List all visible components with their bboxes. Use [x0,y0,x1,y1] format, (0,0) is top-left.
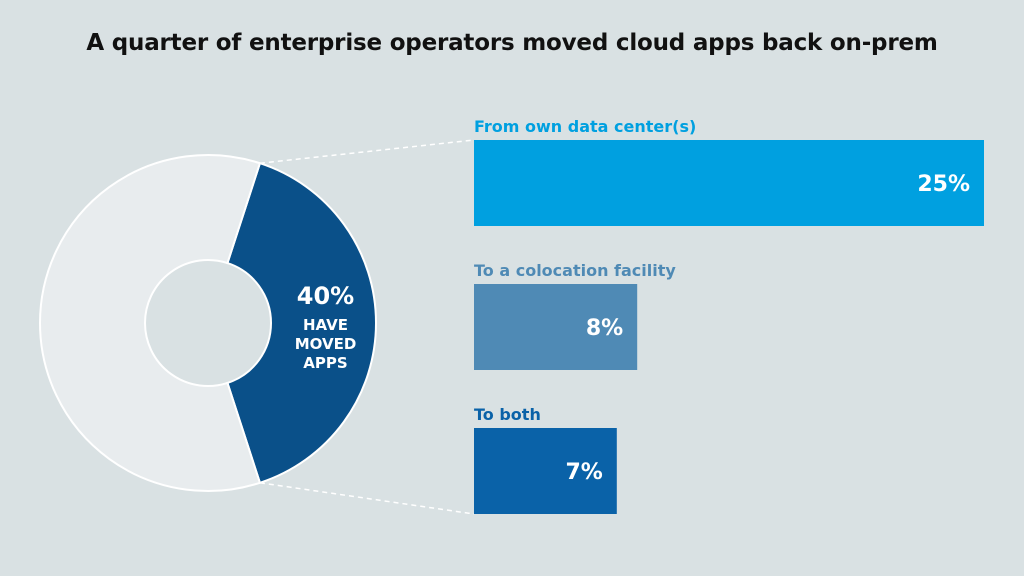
connector-line-bottom [259,482,475,515]
page-title: A quarter of enterprise operators moved … [86,30,938,56]
donut-chart [39,154,377,492]
bar [474,284,638,370]
bar-category-label: From own data center(s) [474,117,696,136]
bar-category-label: To both [474,405,541,424]
donut-caption-line: MOVED [295,335,357,353]
connector-lines [259,139,475,515]
bar-value-label: 25% [917,172,970,197]
bar [474,428,617,514]
donut-percent-label: 40% [297,282,354,310]
bar-category-label: To a colocation facility [474,261,676,280]
bar [474,140,984,226]
connector-line-top [259,139,475,164]
bar-value-label: 8% [586,316,623,341]
bar-value-label: 7% [565,460,602,485]
donut-slice-rest [39,154,262,492]
donut-caption-line: APPS [303,354,347,372]
donut-caption-line: HAVE [303,316,348,334]
donut-slice-moved [226,161,377,485]
bar-chart: From own data center(s) 25% To a colocatio… [474,117,984,514]
